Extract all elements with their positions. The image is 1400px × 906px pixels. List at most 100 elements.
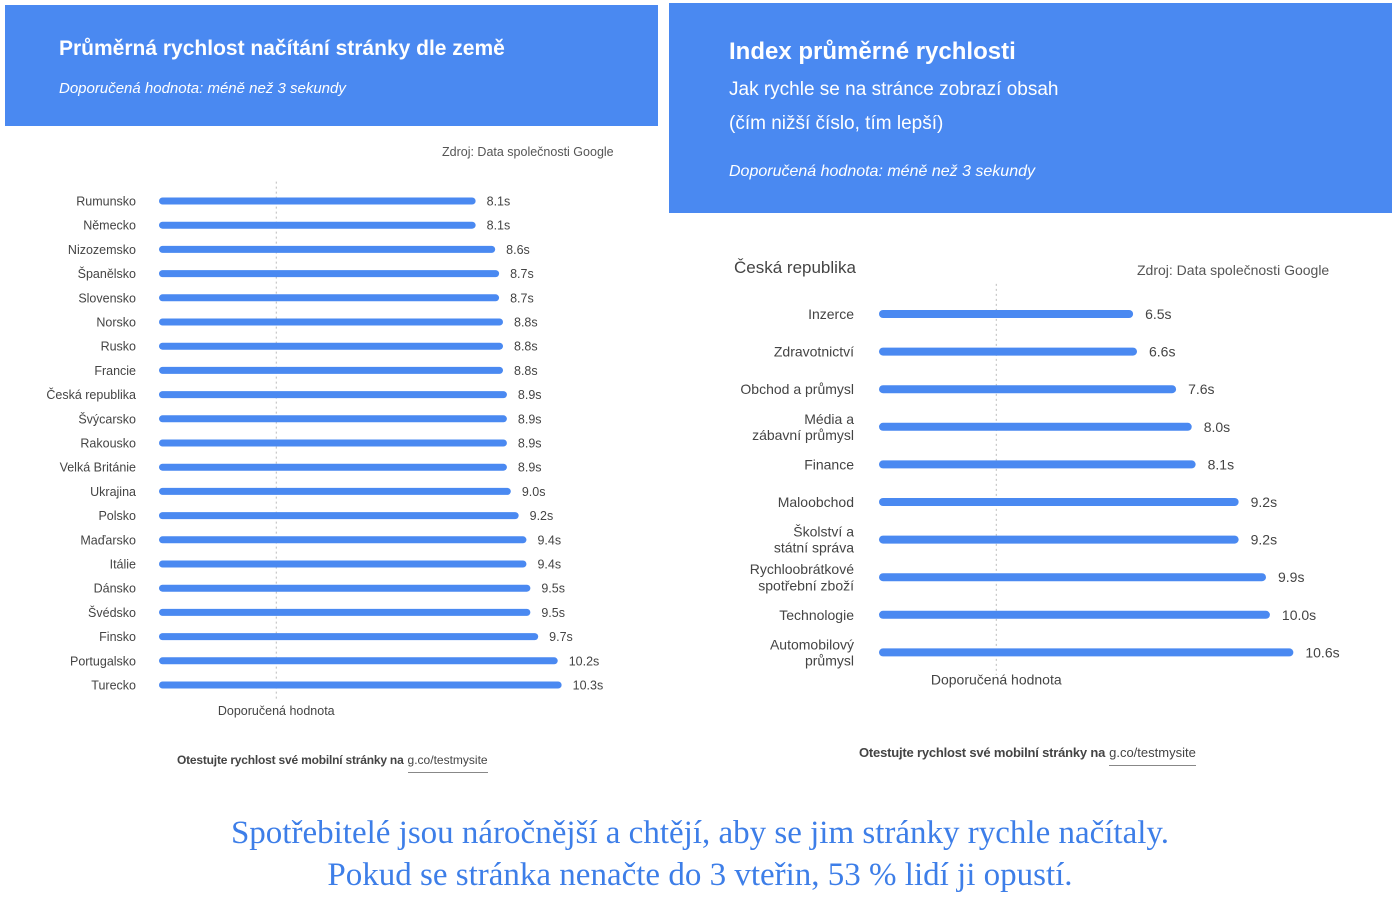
country-category-label: Švýcarsko [78,411,136,426]
country-bar [159,342,503,350]
right-chart-title: Česká republika [734,258,856,277]
country-category-label: Španělsko [78,266,136,281]
country-bar [159,487,511,495]
country-bar [159,294,500,302]
country-value-label: 8.6s [506,243,530,257]
country-bar [159,245,496,253]
country-bar [159,633,539,641]
industry-speed-panel: Index průměrné rychlosti Jak rychle se n… [664,0,1400,790]
country-category-label: Finsko [99,630,136,644]
country-category-label: Velká Británie [60,461,136,475]
left-footer-lead: Otestujte rychlost své mobilní stránky n… [177,753,404,767]
left-footer-link[interactable]: g.co/testmysite [407,753,488,773]
country-value-label: 10.2s [569,654,600,668]
industry-category-label: Finance [804,456,854,472]
country-reference-label: Doporučená hodnota [218,704,335,718]
industry-bar-chart: Doporučená hodnota 6.5s Inzerce 6.6s Zdravot… [740,283,1340,687]
country-bar [159,681,562,689]
industry-bar [879,385,1177,394]
country-category-label: Nizozemsko [68,243,136,257]
country-value-label: 9.2s [530,509,554,523]
country-bar [159,512,519,520]
country-value-label: 9.5s [541,582,565,596]
country-value-label: 10.3s [573,679,604,693]
industry-category-label: Inzerce [808,306,854,322]
country-category-label: Švédsko [88,605,136,620]
country-value-label: 8.9s [518,388,542,402]
country-category-label: Slovensko [78,291,136,305]
industry-category-label: Obchod a průmysl [740,381,854,397]
country-bar [159,415,507,423]
industry-bar [879,648,1294,657]
left-title: Průměrná rychlost načítání stránky dle z… [59,37,505,60]
industry-category-label: Média a [804,411,854,427]
industry-bar [879,422,1192,431]
country-bar [159,560,527,568]
country-category-label: Norsko [96,316,136,330]
industry-bar [879,347,1137,356]
right-subtitle-line1: Jak rychle se na stránce zobrazí obsah [729,79,1059,100]
country-bar [159,439,507,447]
industry-value-label: 6.5s [1145,306,1171,322]
country-value-label: 9.7s [549,630,573,644]
country-bar [159,463,507,471]
right-source: Zdroj: Data společnosti Google [1137,262,1330,278]
country-category-label: Rakousko [80,437,136,451]
country-bar [159,584,531,592]
country-speed-panel: Průměrná rychlost načítání stránky dle z… [0,0,662,790]
country-value-label: 8.8s [514,316,538,330]
industry-value-label: 8.1s [1208,456,1234,472]
industry-category-label: Technologie [779,607,854,623]
country-value-label: 8.7s [510,291,534,305]
right-footer-lead: Otestujte rychlost své mobilní stránky n… [859,745,1106,760]
right-header: Index průměrné rychlosti Jak rychle se n… [669,3,1392,213]
industry-bar [879,310,1134,318]
industry-category-label: Automobilový [770,636,854,652]
industry-category-label: spotřební zboží [758,577,854,593]
right-subtitle-line2: (čím nižší číslo, tím lepší) [729,113,944,134]
caption-line1: Spotřebitelé jsou náročnější a chtějí, a… [230,815,1170,851]
industry-bar [879,610,1270,619]
left-recommended-note: Doporučená hodnota: méně než 3 sekundy [59,80,346,97]
industry-category-label: zábavní průmysl [752,427,854,443]
left-footer: Otestujte rychlost své mobilní stránky n… [177,753,488,773]
industry-category-label: Zdravotnictví [774,344,854,360]
country-value-label: 9.5s [541,606,565,620]
country-value-label: 9.4s [537,558,561,572]
country-bar [159,366,503,374]
country-category-label: Polsko [98,509,136,523]
country-category-label: Portugalsko [70,654,136,668]
country-bar [159,197,476,205]
industry-reference-label: Doporučená hodnota [931,671,1062,687]
industry-value-label: 9.9s [1278,569,1304,585]
industry-value-label: 10.0s [1282,607,1316,623]
country-value-label: 9.4s [537,533,561,547]
industry-category-label: státní správa [774,540,854,556]
industry-category-label: Maloobchod [778,494,854,510]
right-footer-link[interactable]: g.co/testmysite [1109,745,1196,766]
country-value-label: 9.0s [522,485,546,499]
left-header: Průměrná rychlost načítání stránky dle z… [5,5,658,126]
country-category-label: Rumunsko [76,195,136,209]
caption: Spotřebitelé jsou náročnější a chtějí, a… [0,812,1400,896]
industry-category-label: průmysl [805,652,854,668]
country-bar [159,536,527,544]
caption-line2: Pokud se stránka nenačte do 3 vteřin, 53… [327,857,1073,893]
country-value-label: 8.7s [510,267,534,281]
country-bar-chart: Doporučená hodnota 8.1s Rumunsko 8.1s Německ… [46,181,604,718]
country-category-label: Česká republika [46,387,136,402]
industry-bar [879,535,1239,544]
country-value-label: 8.1s [487,219,511,233]
country-category-label: Itálie [110,558,136,572]
right-recommended-note: Doporučená hodnota: méně než 3 sekundy [729,163,1035,180]
industry-value-label: 9.2s [1251,494,1277,510]
country-category-label: Francie [94,364,136,378]
right-title: Index průměrné rychlosti [729,38,1016,65]
country-value-label: 8.8s [514,340,538,354]
country-value-label: 8.9s [518,412,542,426]
country-bar [159,657,558,665]
country-category-label: Rusko [101,340,136,354]
industry-bar [879,460,1196,469]
industry-value-label: 10.6s [1305,644,1339,660]
country-category-label: Maďarsko [80,533,136,547]
